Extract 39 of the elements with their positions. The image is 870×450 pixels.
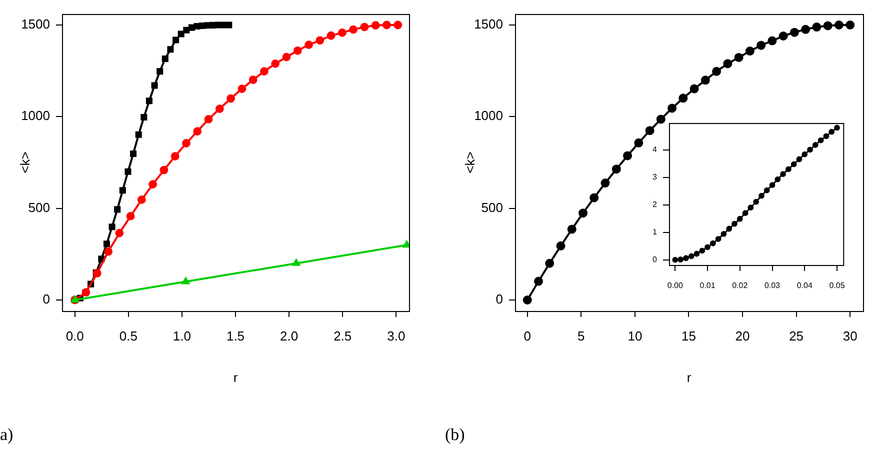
y-tick-label: 1 — [652, 228, 658, 237]
x-tick-label: 2.0 — [280, 328, 298, 344]
x-tick-label: 0.00 — [667, 281, 684, 290]
y-axis-title: <k> — [17, 152, 32, 174]
y-tick-label: 0 — [42, 292, 50, 307]
x-tick-label: 0 — [524, 328, 531, 344]
y-tick-label: 500 — [481, 200, 503, 215]
x-tick-label: 10 — [628, 328, 642, 344]
y-tick-label: 4 — [652, 145, 658, 154]
y-tick-label: 3 — [652, 172, 658, 182]
x-axis-title: r — [686, 370, 692, 385]
y-tick-label: 1500 — [21, 16, 50, 32]
x-tick-label: 0.0 — [66, 328, 84, 344]
x-tick-label: 0.05 — [829, 281, 846, 290]
x-tick-label: 0.5 — [119, 328, 138, 344]
x-axis-title: r — [233, 370, 238, 385]
x-tick-label: 30 — [842, 328, 858, 344]
y-tick-label: 2 — [652, 200, 658, 210]
y-tick-label: 500 — [28, 200, 50, 215]
x-tick-label: 0.04 — [796, 281, 813, 290]
x-tick-label: 1.0 — [172, 328, 191, 344]
x-tick-label: 3.0 — [387, 328, 406, 344]
y-tick-label: 0 — [496, 292, 503, 307]
x-tick-label: 5 — [578, 328, 585, 344]
x-tick-label: 0.01 — [700, 281, 716, 290]
y-tick-label: 1500 — [474, 16, 503, 32]
y-axis-title: <k> — [462, 152, 478, 174]
text: a) — [0, 425, 14, 445]
x-tick-label: 0.03 — [764, 281, 781, 290]
text: (b) — [445, 425, 465, 445]
x-tick-label: 0.02 — [732, 281, 748, 290]
x-tick-label: 15 — [681, 328, 696, 344]
y-tick-label: 1000 — [21, 108, 50, 124]
x-tick-label: 1.5 — [226, 328, 245, 344]
x-tick-label: 2.5 — [334, 328, 352, 344]
y-tick-label: 1000 — [474, 108, 503, 124]
x-tick-label: 20 — [735, 328, 750, 344]
x-tick-label: 25 — [789, 328, 804, 344]
y-tick-label: 0 — [652, 254, 658, 264]
